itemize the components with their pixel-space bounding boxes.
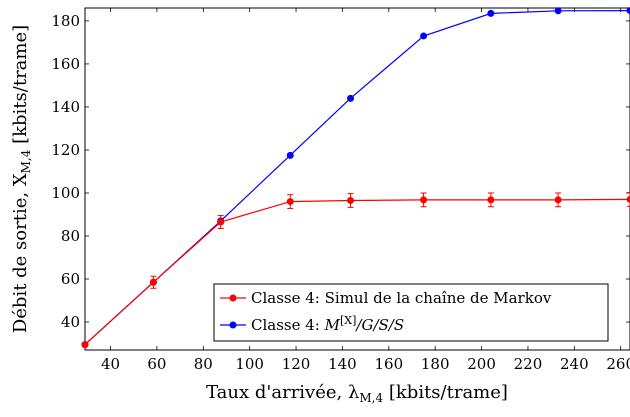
point-1-7 <box>554 7 562 15</box>
legend: Classe 4: Simul de la chaîne de Markov C… <box>213 283 609 342</box>
ticks: 40 60 80 100 120 140 160 180 200 220 240 260 40 60 80 1… <box>51 8 630 373</box>
point-1-4 <box>347 94 355 102</box>
point-0-3 <box>286 198 294 206</box>
y-tick-label-5: 140 <box>51 98 80 116</box>
point-1-5 <box>420 32 428 40</box>
point-0-6 <box>487 196 495 204</box>
x-tick-label-0: 40 <box>101 355 120 373</box>
x-tick-label-6: 160 <box>374 355 403 373</box>
y-tick-label-1: 60 <box>61 270 80 288</box>
x-tick-label-7: 180 <box>421 355 450 373</box>
x-tick-label-3: 100 <box>235 355 264 373</box>
point-0-7 <box>554 196 562 204</box>
point-1-3 <box>286 151 294 159</box>
y-tick-label-7: 180 <box>51 12 80 30</box>
x-tick-label-8: 200 <box>467 355 496 373</box>
y-tick-label-0: 40 <box>61 313 80 331</box>
point-0-0 <box>81 341 89 349</box>
series-0 <box>81 192 630 349</box>
x-tick-label-1: 60 <box>147 355 166 373</box>
y-tick-label-3: 100 <box>51 184 80 202</box>
legend-label-mxgss: Classe 4: M[X]/G/S/S <box>251 314 404 334</box>
x-tick-label-2: 80 <box>194 355 213 373</box>
y-axis-label: Débit de sortie, XM,4 [kbits/trame] <box>10 25 33 333</box>
x-tick-label-9: 220 <box>514 355 543 373</box>
x-tick-label-11: 260 <box>606 355 630 373</box>
y-tick-label-2: 80 <box>61 227 80 245</box>
legend-label-markov: Classe 4: Simul de la chaîne de Markov <box>251 289 552 307</box>
point-1-6 <box>487 9 495 17</box>
point-1-8 <box>626 7 630 15</box>
legend-marker-mxgss <box>229 321 237 329</box>
x-tick-label-10: 240 <box>560 355 589 373</box>
legend-marker-markov <box>229 294 237 302</box>
x-tick-label-4: 120 <box>282 355 311 373</box>
legend-box <box>213 283 609 342</box>
x-axis-label: Taux d'arrivée, λM,4 [kbits/trame] <box>206 382 508 405</box>
y-tick-label-4: 120 <box>51 141 80 159</box>
point-0-5 <box>420 196 428 204</box>
point-0-8 <box>626 195 630 203</box>
y-tick-label-6: 160 <box>51 55 80 73</box>
series-layer <box>81 7 630 349</box>
point-0-4 <box>347 197 355 205</box>
point-0-1 <box>149 278 157 286</box>
x-tick-label-5: 140 <box>328 355 357 373</box>
point-0-2 <box>217 218 225 226</box>
